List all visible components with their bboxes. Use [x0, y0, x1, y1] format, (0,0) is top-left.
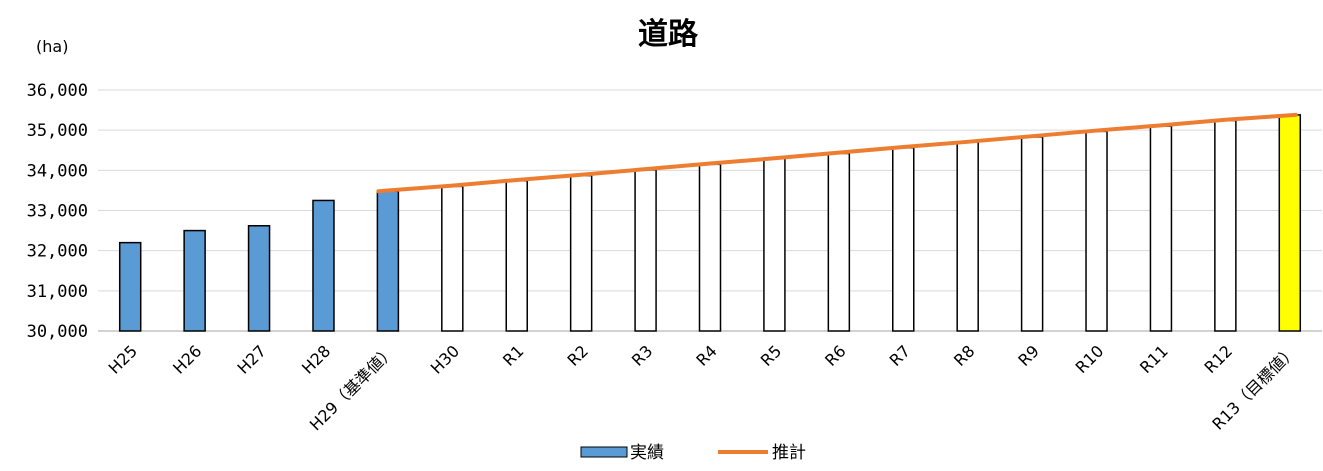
- bar-H26: [183, 229, 206, 332]
- chart-title: 道路: [638, 17, 699, 52]
- x-tick-label: R7: [886, 341, 914, 369]
- y-tick-label: 32,000: [27, 242, 88, 262]
- bar-R6: [827, 152, 851, 332]
- x-tick-label: H25: [105, 341, 141, 377]
- x-tick-label: R3: [628, 341, 656, 369]
- x-tick-label: H28: [298, 341, 334, 377]
- trend-lines: [376, 112, 1298, 194]
- bar-R3: [634, 169, 657, 332]
- y-tick-label: 34,000: [27, 161, 88, 181]
- bar-H30: [441, 185, 464, 332]
- legend-label-actual: 実績: [630, 443, 664, 463]
- legend: 実績 推計: [580, 443, 806, 463]
- bar-R7: [892, 147, 915, 332]
- x-tick-label: H27: [234, 341, 270, 377]
- y-tick-label: 35,000: [27, 121, 88, 141]
- x-tick-label: R9: [1014, 341, 1042, 369]
- bar-R13（目標値）: [1278, 114, 1302, 332]
- bar-R4: [698, 163, 722, 332]
- y-axis-unit: (ha): [36, 37, 68, 56]
- x-tick-label: R4: [692, 341, 720, 369]
- x-tick-label: R5: [757, 341, 785, 369]
- bar-R2: [569, 174, 593, 332]
- x-tick-label: R8: [950, 341, 978, 369]
- bar-R11: [1149, 125, 1173, 332]
- x-tick-label: R2: [563, 341, 591, 369]
- legend-swatch-actual: [580, 446, 628, 458]
- bar-H27: [247, 225, 271, 332]
- y-axis-ticks: 30,000 31,000 32,000 33,000 34,000 35,000 36,0…: [27, 81, 88, 342]
- bar-H29（基準値）: [376, 190, 400, 332]
- x-tick-label: H30: [427, 341, 463, 377]
- bar-R5: [763, 157, 786, 332]
- y-tick-label: 30,000: [27, 322, 88, 342]
- bar-R8: [956, 141, 979, 332]
- y-tick-label: 36,000: [27, 81, 88, 101]
- bar-R10: [1085, 130, 1108, 332]
- x-tick-label: R1: [499, 341, 527, 369]
- bar-H28: [312, 199, 335, 332]
- bars: [118, 114, 1302, 332]
- x-tick-label: R10: [1072, 341, 1108, 377]
- bar-R9: [1020, 136, 1044, 332]
- x-tick-label: R11: [1136, 341, 1172, 377]
- x-tick-label: R6: [821, 341, 849, 369]
- x-tick-label: R12: [1200, 341, 1236, 377]
- bar-H25: [118, 241, 142, 332]
- y-tick-label: 31,000: [27, 282, 88, 302]
- y-tick-label: 33,000: [27, 202, 88, 222]
- x-tick-label: H26: [169, 341, 205, 377]
- estimate-line: [376, 112, 1298, 194]
- bar-R1: [505, 180, 528, 332]
- bar-R12: [1214, 119, 1237, 332]
- legend-label-estimate: 推計: [772, 443, 806, 463]
